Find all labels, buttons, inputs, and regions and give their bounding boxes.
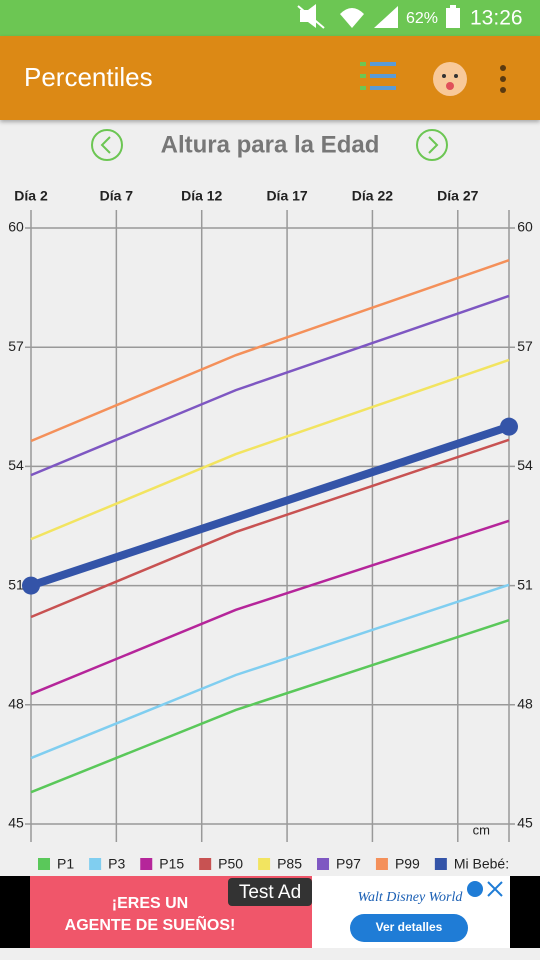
percentile-line bbox=[30, 259, 510, 443]
mute-icon bbox=[300, 4, 316, 28]
y-tick-label-right: 51 bbox=[517, 576, 533, 592]
percentile-line bbox=[30, 358, 510, 541]
ad-button-label: Ver detalles bbox=[376, 920, 443, 934]
menu-button[interactable] bbox=[500, 65, 506, 93]
x-tick-label: Día 17 bbox=[266, 188, 307, 204]
legend-label: P85 bbox=[277, 856, 302, 872]
test-ad-label: Test Ad bbox=[239, 882, 301, 903]
ad-button[interactable] bbox=[350, 914, 468, 942]
baby-face bbox=[433, 62, 467, 96]
legend-label: P15 bbox=[159, 856, 184, 872]
y-tick-label-right: 57 bbox=[517, 338, 533, 354]
legend-swatch bbox=[140, 858, 153, 870]
legend-swatch bbox=[38, 858, 50, 870]
legend-label: P1 bbox=[57, 856, 74, 872]
legend-label: Mi Bebé: bbox=[454, 856, 509, 872]
percentile-line bbox=[30, 618, 510, 794]
ad-content: ¡ERES UN AGENTE DE SUEÑOS! Test Ad Walt … bbox=[30, 876, 510, 948]
x-tick-label: Día 27 bbox=[437, 188, 478, 204]
list-line bbox=[370, 86, 396, 90]
y-tick-label: 51 bbox=[8, 576, 24, 592]
ad-text: AGENTE DE SUEÑOS! bbox=[65, 914, 236, 934]
y-tick-label: 45 bbox=[8, 815, 24, 831]
legend-swatch bbox=[199, 858, 212, 870]
list-dot bbox=[360, 86, 366, 90]
menu-dot bbox=[500, 65, 506, 71]
test-ad-badge bbox=[228, 878, 312, 906]
app-bar-content: Percentiles bbox=[24, 62, 506, 96]
battery-cap bbox=[450, 5, 456, 8]
signal-icon bbox=[374, 6, 398, 28]
y-tick-label: 60 bbox=[8, 219, 24, 235]
legend-swatch bbox=[434, 858, 447, 870]
legend-label: P3 bbox=[108, 856, 125, 872]
baby-eye bbox=[454, 74, 458, 78]
list-line bbox=[370, 62, 396, 66]
next-circle bbox=[416, 129, 448, 161]
wifi-icon bbox=[340, 8, 364, 28]
y-tick-label: 48 bbox=[8, 696, 24, 712]
clock: 13:26 bbox=[470, 7, 523, 30]
ad-brand: Walt Disney World bbox=[358, 890, 464, 905]
list-dot bbox=[360, 74, 366, 78]
list-line bbox=[370, 74, 396, 78]
app-title: Percentiles bbox=[24, 62, 153, 92]
legend-swatch bbox=[89, 858, 102, 870]
battery-percent: 62% bbox=[406, 10, 438, 27]
ad-info[interactable] bbox=[467, 881, 483, 897]
legend-swatch bbox=[258, 858, 271, 870]
percentile-line bbox=[30, 519, 510, 696]
y-tick-label: 57 bbox=[8, 338, 24, 354]
status-icons: 62% 13:26 bbox=[297, 4, 523, 30]
baby-eye bbox=[442, 74, 446, 78]
battery-icon bbox=[446, 8, 460, 28]
menu-dot bbox=[500, 76, 506, 82]
ad-banner[interactable]: ¡ERES UN AGENTE DE SUEÑOS! Test Ad Walt … bbox=[0, 876, 540, 948]
legend-label: P99 bbox=[395, 856, 420, 872]
y-tick-label-right: 48 bbox=[517, 696, 533, 712]
percentile-line bbox=[30, 294, 510, 477]
legend-swatch bbox=[375, 858, 388, 870]
x-tick-label: Día 12 bbox=[181, 188, 222, 204]
baby-line bbox=[29, 422, 511, 590]
list-dot bbox=[360, 62, 366, 66]
legend-label: P50 bbox=[218, 856, 243, 872]
mute-slash bbox=[297, 5, 325, 29]
status-bar: 62% 13:26 bbox=[0, 0, 540, 36]
legend-label: P97 bbox=[336, 856, 361, 872]
next-arrow bbox=[428, 136, 439, 154]
baby-button[interactable] bbox=[433, 62, 467, 96]
baby-pacifier bbox=[446, 82, 454, 90]
app-bar: Percentiles bbox=[0, 36, 540, 120]
menu-dot bbox=[500, 87, 506, 93]
ad-close[interactable] bbox=[487, 881, 503, 897]
prev-arrow bbox=[100, 136, 111, 154]
prev-button[interactable] bbox=[91, 129, 123, 161]
prev-circle bbox=[91, 129, 123, 161]
legend-swatch bbox=[317, 858, 330, 870]
list-button[interactable] bbox=[360, 62, 396, 90]
percentile-line bbox=[30, 438, 510, 619]
chart-title: Altura para la Edad bbox=[161, 131, 380, 158]
y-tick-label-right: 60 bbox=[517, 219, 533, 235]
baby-point bbox=[22, 576, 40, 595]
ad-text: ¡ERES UN bbox=[112, 895, 188, 912]
x-tick-label: Día 22 bbox=[352, 188, 393, 204]
chart: Altura para la Edad cm Día 2 Día 7 Día 12 D… bbox=[8, 129, 533, 872]
unit-label: cm bbox=[473, 822, 490, 837]
baby-point bbox=[500, 417, 518, 436]
x-tick-label: Día 2 bbox=[14, 188, 48, 204]
percentile-line bbox=[30, 583, 510, 760]
x-tick-label: Día 7 bbox=[100, 188, 134, 204]
y-tick-label: 54 bbox=[8, 457, 24, 473]
next-button[interactable] bbox=[416, 129, 448, 161]
y-tick-label-right: 45 bbox=[517, 815, 533, 831]
y-tick-label-right: 54 bbox=[517, 457, 533, 473]
